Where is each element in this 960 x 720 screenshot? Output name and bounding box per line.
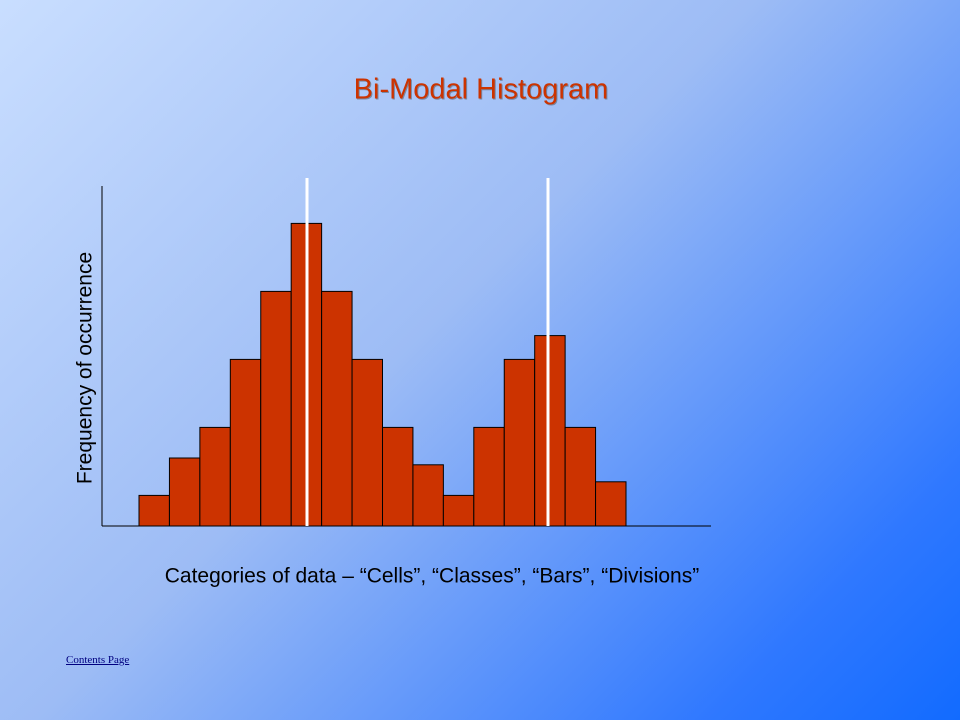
bar bbox=[412, 464, 444, 527]
bar bbox=[564, 426, 597, 527]
bar bbox=[382, 426, 414, 527]
bar bbox=[260, 290, 292, 527]
chart-title: Bi-Modal Histogram bbox=[354, 74, 609, 106]
bar bbox=[168, 457, 201, 527]
bar bbox=[138, 494, 170, 527]
x-axis-label: Categories of data – “Cells”, “Classes”,… bbox=[165, 565, 699, 588]
bar bbox=[351, 358, 383, 527]
contents-link[interactable]: Contents Page bbox=[66, 654, 130, 666]
bars bbox=[138, 222, 627, 527]
bar bbox=[595, 481, 627, 527]
bar bbox=[321, 290, 353, 527]
bar bbox=[199, 426, 231, 527]
bar bbox=[503, 358, 536, 527]
bar bbox=[442, 494, 475, 527]
y-axis-label: Frequency of occurrence bbox=[74, 252, 97, 484]
bar bbox=[473, 426, 505, 527]
bar bbox=[534, 335, 566, 527]
bar bbox=[229, 358, 262, 527]
